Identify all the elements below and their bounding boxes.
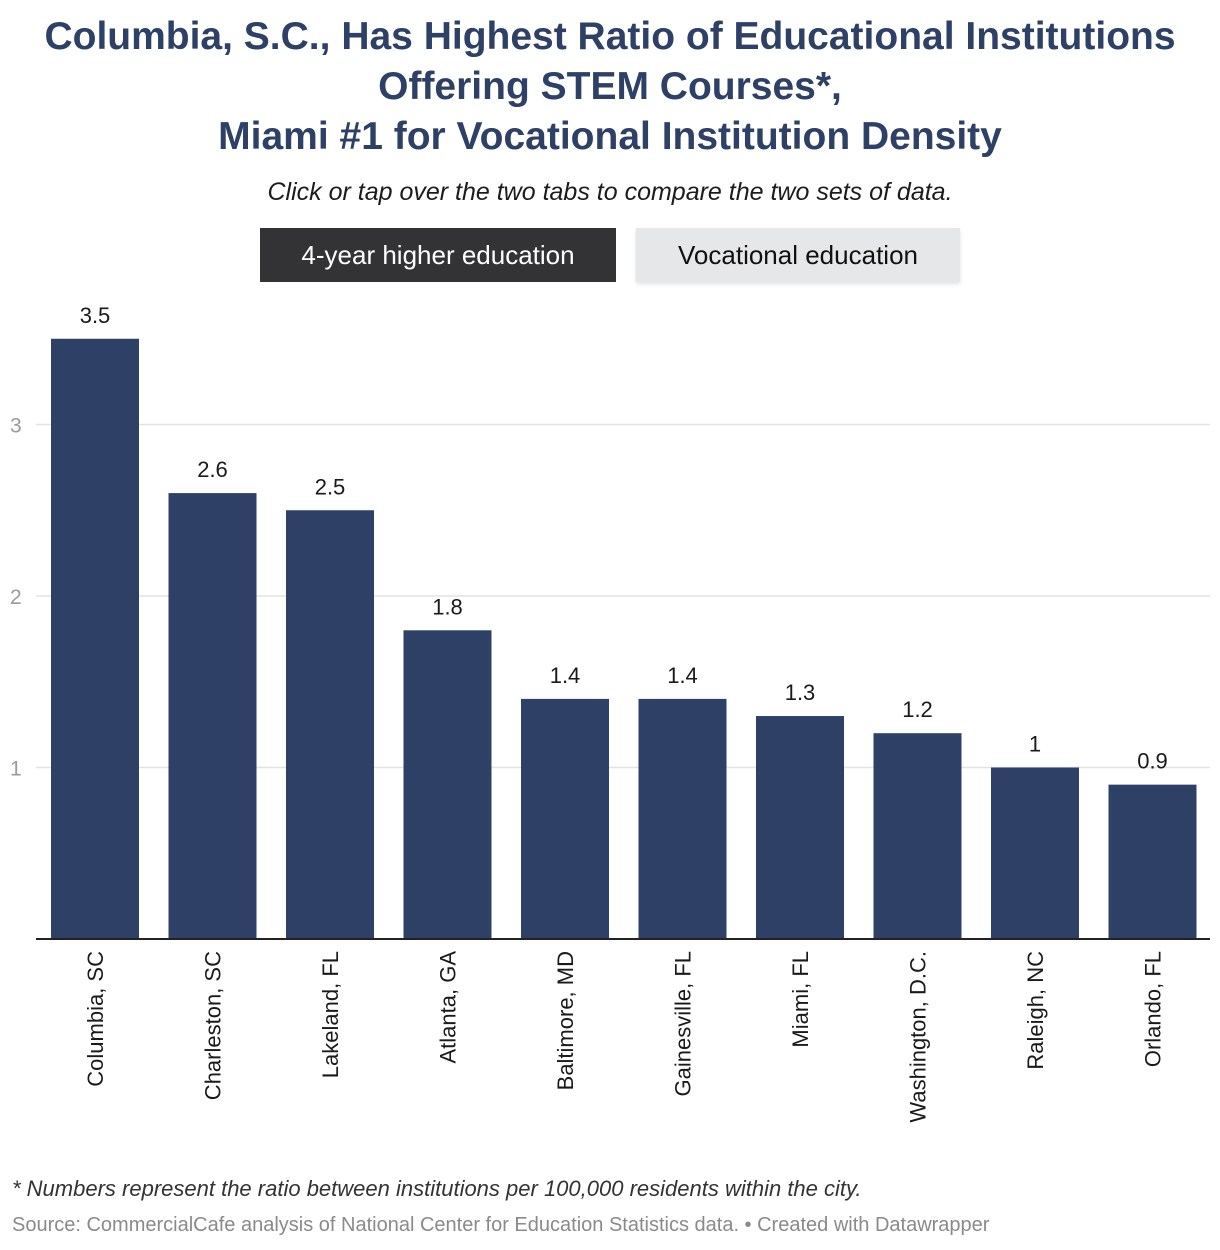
bar xyxy=(51,338,139,939)
x-category-label: Columbia, SC xyxy=(83,951,108,1087)
value-labels: 3.5 2.6 2.5 1.8 1.4 1.4 1.3 1.2 1 0.9 xyxy=(80,303,1168,774)
bar xyxy=(638,698,727,939)
bars xyxy=(51,338,1197,939)
bar xyxy=(756,716,844,939)
value-label: 1.3 xyxy=(785,680,816,705)
value-label: 2.5 xyxy=(315,474,346,499)
bar-chart: 1 2 3 3.5 2.6 2.5 1.8 1.4 1.4 1.3 1.2 1 0.9 Columbi… xyxy=(10,303,1210,1123)
x-category-label: Lakeland, FL xyxy=(318,951,343,1078)
bar xyxy=(521,698,609,939)
x-category-label: Orlando, FL xyxy=(1141,951,1166,1067)
value-label: 0.9 xyxy=(1137,749,1168,774)
value-label: 1.2 xyxy=(902,697,933,722)
x-category-label: Charleston, SC xyxy=(201,951,226,1100)
bar xyxy=(403,630,492,939)
y-tick-label: 2 xyxy=(10,586,22,609)
x-category-label: Washington, D.C. xyxy=(906,951,931,1123)
y-tick-label: 3 xyxy=(10,415,22,438)
bar xyxy=(873,733,962,939)
value-label: 1.8 xyxy=(432,594,463,619)
bar xyxy=(1108,784,1197,939)
y-tick-label: 1 xyxy=(10,758,22,781)
bar xyxy=(286,510,374,939)
value-label: 1 xyxy=(1029,732,1041,757)
x-category-label: Raleigh, NC xyxy=(1023,951,1048,1070)
footnote: * Numbers represent the ratio between in… xyxy=(12,1176,862,1201)
x-axis-labels: Columbia, SC Charleston, SC Lakeland, FL At… xyxy=(83,951,1166,1123)
x-category-label: Gainesville, FL xyxy=(671,951,696,1097)
chart-subtitle: Click or tap over the two tabs to compar… xyxy=(267,178,953,206)
value-label: 3.5 xyxy=(80,303,111,328)
source-credit: Source: CommercialCafe analysis of Natio… xyxy=(12,1214,990,1236)
x-category-label: Baltimore, MD xyxy=(553,951,578,1090)
y-axis-ticks: 1 2 3 xyxy=(10,415,22,781)
value-label: 2.6 xyxy=(197,457,228,482)
bar xyxy=(991,767,1079,939)
bar xyxy=(168,493,257,939)
title-line-2: Offering STEM Courses*, xyxy=(378,65,842,108)
value-label: 1.4 xyxy=(550,663,581,688)
title-line-1: Columbia, S.C., Has Highest Ratio of Edu… xyxy=(44,15,1176,58)
x-category-label: Atlanta, GA xyxy=(436,951,461,1064)
value-label: 1.4 xyxy=(667,663,698,688)
chart-title: Columbia, S.C., Has Highest Ratio of Edu… xyxy=(0,12,1220,162)
title-line-3: Miami #1 for Vocational Institution Dens… xyxy=(218,115,1002,158)
tab-4-year-higher-education[interactable]: 4-year higher education xyxy=(260,228,616,282)
dataset-tabs: 4-year higher education Vocational educa… xyxy=(0,228,1220,282)
tab-vocational-education[interactable]: Vocational education xyxy=(636,228,960,282)
x-category-label: Miami, FL xyxy=(788,951,813,1048)
